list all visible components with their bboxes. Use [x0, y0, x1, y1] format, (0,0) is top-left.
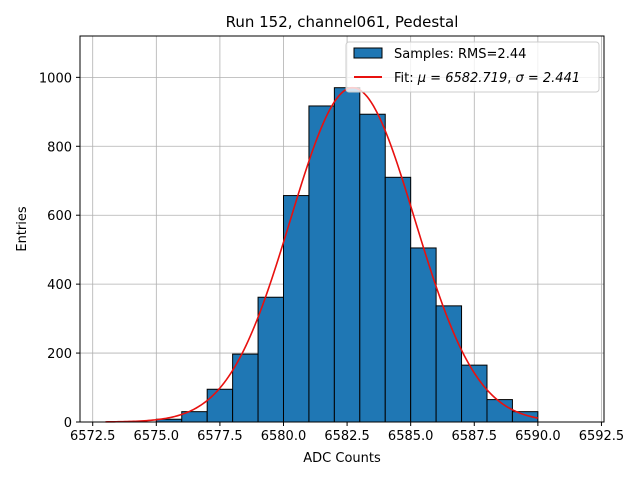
legend: Samples: RMS=2.44 Fit: μ = 6582.719, σ =… — [345, 41, 600, 93]
histogram-bar — [308, 105, 335, 423]
y-tick-label: 1000 — [39, 71, 72, 86]
x-tick-label: 6582.5 — [324, 429, 370, 444]
histogram-bar — [384, 176, 412, 423]
y-tick-label: 600 — [47, 209, 72, 224]
y-axis-label: Entries — [15, 206, 30, 252]
histogram-bar — [232, 353, 259, 423]
legend-fit-sigma: σ = 2.441 — [516, 71, 581, 86]
legend-fit-label: Fit: μ = 6582.719, σ = 2.441 — [394, 71, 580, 86]
fit-curve — [105, 86, 539, 423]
histogram-bars — [155, 87, 539, 423]
y-tick-label: 0 — [64, 416, 72, 431]
legend-fit-sep: , — [507, 71, 515, 86]
legend-fit-prefix: Fit: — [394, 71, 418, 86]
x-tick-label: 6577.5 — [197, 429, 243, 444]
histogram-bar — [359, 113, 386, 423]
x-tick-label: 6587.5 — [452, 429, 498, 444]
legend-samples-swatch — [353, 47, 383, 59]
y-tick-label: 200 — [47, 347, 72, 362]
x-tick-label: 6590.0 — [515, 429, 561, 444]
histogram-bar — [486, 399, 513, 423]
legend-box — [345, 41, 600, 93]
x-tick-label: 6572.5 — [70, 429, 116, 444]
histogram-bar — [257, 296, 284, 423]
histogram-bar — [206, 388, 234, 423]
legend-samples-label: Samples: RMS=2.44 — [394, 47, 526, 62]
histogram-bar — [435, 305, 463, 423]
histogram-bar — [461, 364, 488, 423]
y-tick-label: 800 — [47, 140, 72, 155]
x-tick-label: 6575.0 — [134, 429, 180, 444]
plot-frame — [79, 35, 605, 423]
x-tick-label: 6580.0 — [261, 429, 307, 444]
x-tick-label: 6592.5 — [579, 429, 625, 444]
x-tick-label: 6585.0 — [388, 429, 434, 444]
legend-fit-mu: μ = 6582.719 — [417, 71, 507, 86]
y-axis-ticks: 0 200 400 600 800 1000 — [39, 71, 80, 431]
x-axis-ticks: 6572.5 6575.0 6577.5 6580.0 6582.5 6585.0 6587… — [70, 422, 624, 444]
histogram-bar — [333, 87, 361, 423]
y-tick-label: 400 — [47, 278, 72, 293]
x-axis-label: ADC Counts — [303, 451, 381, 466]
chart-title: Run 152, channel061, Pedestal — [226, 13, 459, 31]
fit-curve-layer — [105, 86, 539, 423]
